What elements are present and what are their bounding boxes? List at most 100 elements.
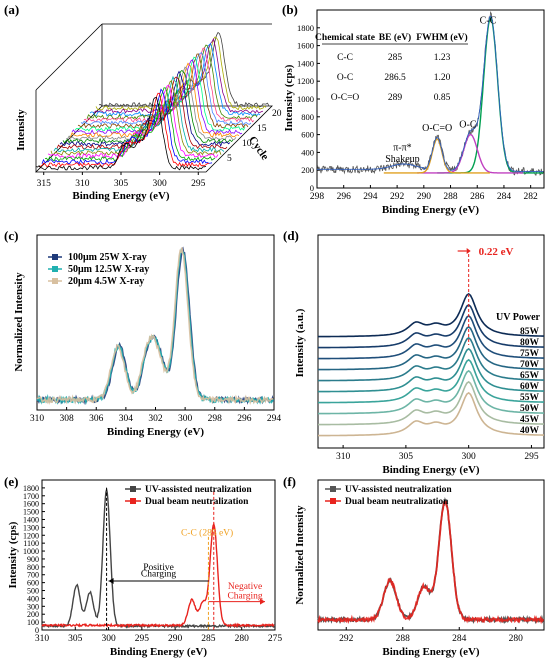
x-axis-label: Binding Energy (eV) bbox=[107, 426, 205, 438]
cycle-spectrum bbox=[53, 75, 225, 153]
x-tick-label: 280 bbox=[509, 634, 524, 644]
cycle-tick-label: 20 bbox=[272, 109, 282, 119]
cycle-spectrum bbox=[71, 59, 243, 135]
x-tick-label: 284 bbox=[497, 192, 512, 202]
x-tick-label: 285 bbox=[201, 634, 216, 644]
uv-power-line bbox=[318, 303, 544, 349]
legend-marker bbox=[330, 498, 336, 504]
x-tick-label: 286 bbox=[470, 192, 485, 202]
x-tick-label: 292 bbox=[339, 634, 354, 644]
legend-entry: Dual beam neutralization bbox=[145, 497, 249, 507]
legend-entry: 70W bbox=[520, 360, 540, 370]
x-tick-label: 275 bbox=[268, 634, 283, 644]
annotation-shakeup: Shakeup bbox=[385, 154, 419, 165]
y-axis-label: Normalized Intensity bbox=[294, 505, 306, 605]
back-edge bbox=[35, 23, 103, 91]
panel-label: (e) bbox=[4, 474, 18, 489]
table-header: FWHM (eV) bbox=[416, 32, 467, 43]
cycle-tick-label: 5 bbox=[227, 154, 232, 164]
legend-entry: 45W bbox=[520, 415, 540, 425]
panel-c: 310 308 306 304 302 300 298 296 294 Binding Energ… bbox=[13, 234, 281, 438]
plot-frame bbox=[41, 479, 276, 631]
x-tick-label: 296 bbox=[337, 192, 352, 202]
x-tick-label: 298 bbox=[310, 192, 325, 202]
x-axis-label: Binding Energy (eV) bbox=[382, 646, 480, 658]
legend-title: UV Power bbox=[496, 312, 541, 323]
x-tick-label: 306 bbox=[89, 414, 104, 424]
uv-power-line bbox=[318, 369, 544, 415]
x-axis-label: Binding Energy (eV) bbox=[72, 190, 170, 202]
cycle-tick-label: 10 bbox=[242, 139, 252, 149]
y-tick-label: 1400 bbox=[23, 515, 39, 524]
y-tick-label: 1100 bbox=[23, 539, 39, 548]
shift-annotation: 0.22 eV bbox=[479, 246, 514, 258]
x-tick-label: 295 bbox=[524, 452, 539, 462]
panel-label: (f) bbox=[283, 474, 296, 489]
table-cell: 0.85 bbox=[434, 93, 451, 103]
x-tick-label: 290 bbox=[168, 634, 183, 644]
legend-entry: 50μm 12.5W X-ray bbox=[68, 264, 149, 275]
y-tick-label: 100 bbox=[27, 618, 39, 627]
y-axis-label: Intensity (cps) bbox=[7, 521, 19, 588]
table-header: BE (eV) bbox=[379, 32, 411, 43]
uv-power-line bbox=[318, 358, 544, 404]
x-tick-label: 305 bbox=[114, 179, 129, 189]
series-line bbox=[41, 486, 275, 629]
y-tick-label: 1000 bbox=[297, 94, 314, 104]
x-tick-label: 310 bbox=[30, 414, 45, 424]
y-tick-label: 0 bbox=[35, 626, 39, 635]
negative-arrowhead bbox=[260, 598, 266, 605]
legend-entry: 55W bbox=[520, 393, 540, 403]
x-tick-label: 304 bbox=[119, 414, 134, 424]
annotation-o-c-o: O-C=O bbox=[422, 123, 452, 134]
y-tick-label: 800 bbox=[27, 563, 39, 572]
legend-entry: 75W bbox=[520, 349, 540, 359]
y-tick-label: 1200 bbox=[23, 531, 39, 540]
legend-entry: 65W bbox=[520, 371, 540, 381]
panel-a: 315 310 305 300 295 Binding Energy (eV) Intens… bbox=[15, 23, 282, 202]
y-axis-label: Intensity (a.u.) bbox=[294, 308, 306, 377]
annotation-c-c: C-C bbox=[480, 15, 497, 26]
panel-label: (b) bbox=[282, 2, 298, 17]
cycle-tick-label: 15 bbox=[257, 124, 267, 134]
y-tick-label: 400 bbox=[301, 147, 314, 157]
annotation-o-c: O-C bbox=[459, 119, 477, 130]
legend-entry: 60W bbox=[520, 382, 540, 392]
x-tick-label: 295 bbox=[135, 634, 150, 644]
positive-arrowhead bbox=[108, 578, 114, 585]
legend-entry: 80W bbox=[520, 338, 540, 348]
table-header: Chemical state bbox=[315, 33, 375, 43]
uv-power-line bbox=[318, 314, 544, 360]
series-line bbox=[41, 522, 275, 628]
y-tick-label: 500 bbox=[27, 587, 39, 596]
uv-power-line bbox=[318, 347, 544, 393]
panel-f: 292 288 284 280 Binding Energy (eV) Normalize… bbox=[294, 479, 545, 658]
y-tick-label: 200 bbox=[27, 610, 39, 619]
x-tick-label: 280 bbox=[235, 634, 250, 644]
y-tick-label: 400 bbox=[27, 594, 39, 603]
table-cell: 286.5 bbox=[384, 73, 406, 83]
x-axis-label: Binding Energy (eV) bbox=[110, 646, 208, 658]
x-tick-label: 288 bbox=[396, 634, 411, 644]
x-tick-label: 305 bbox=[399, 452, 414, 462]
table-cell: 289 bbox=[388, 93, 403, 103]
y-tick-label: 200 bbox=[301, 165, 314, 175]
plot-frame bbox=[317, 234, 545, 449]
table-cell: C-C bbox=[337, 53, 353, 63]
component-O-C bbox=[417, 133, 524, 174]
x-tick-label: 290 bbox=[417, 192, 432, 202]
y-tick-label: 900 bbox=[27, 555, 39, 564]
component-O-C=O bbox=[383, 138, 490, 174]
positive-label: Positive bbox=[143, 563, 174, 573]
panel-d: 310 305 300 295 Binding Energy (eV) Intensity… bbox=[294, 234, 545, 476]
legend-entry: 100μm 25W X-ray bbox=[68, 252, 147, 263]
table-cell: 1.20 bbox=[434, 73, 451, 83]
uv-power-line bbox=[318, 380, 544, 426]
x-tick-label: 284 bbox=[452, 634, 467, 644]
cycle-spectrum bbox=[95, 36, 267, 111]
y-tick-label: 0 bbox=[310, 183, 314, 193]
uv-power-line bbox=[318, 325, 544, 371]
x-tick-label: 302 bbox=[148, 414, 163, 424]
legend-marker bbox=[52, 266, 58, 272]
y-tick-label: 800 bbox=[301, 112, 314, 122]
